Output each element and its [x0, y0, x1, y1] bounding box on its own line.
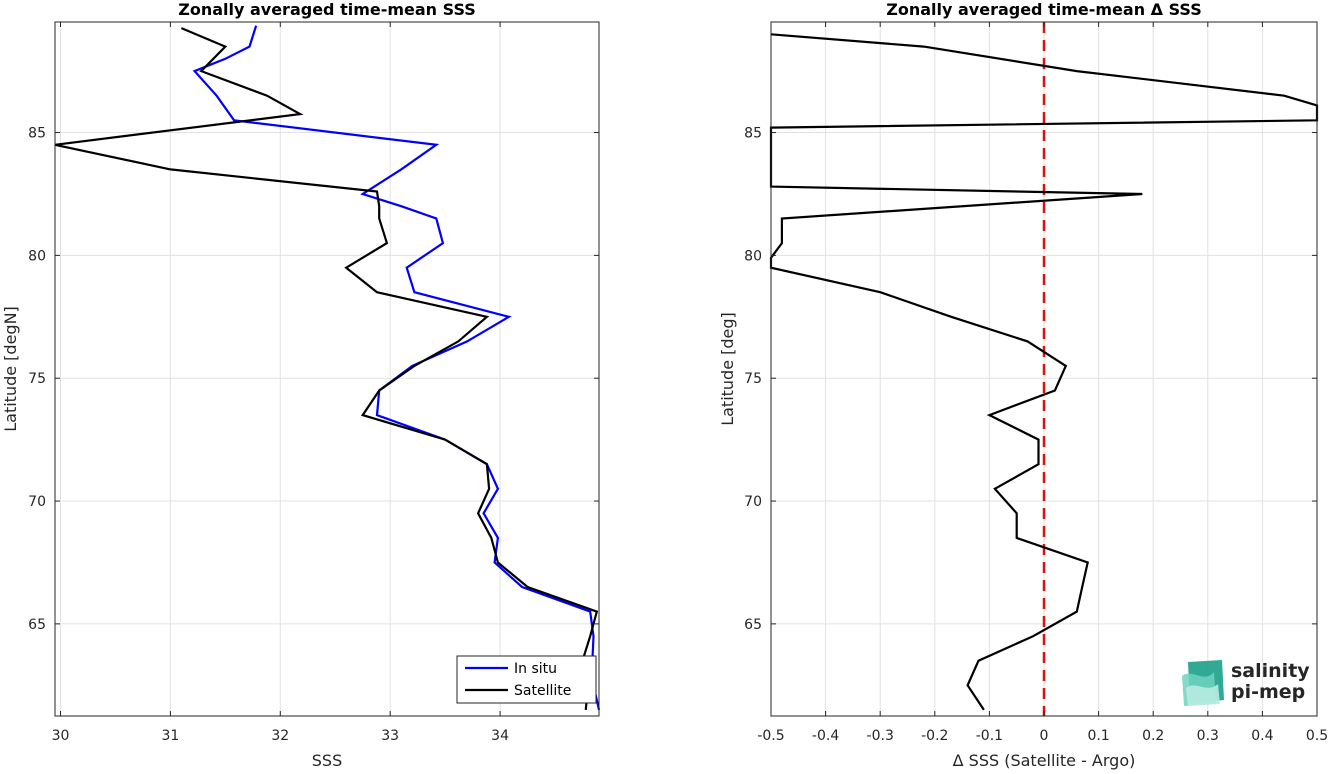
- series-line-satellite: [54, 27, 599, 710]
- y-tick-label: 75: [744, 371, 762, 387]
- logo-text-pi-mep: pi-mep: [1231, 681, 1305, 703]
- salinity-pi-mep-logo: salinity pi-mep: [1182, 660, 1310, 706]
- x-tick-label: 32: [271, 728, 289, 744]
- x-tick-label: -0.1: [976, 728, 1003, 744]
- x-axis-label: Δ SSS (Satellite - Argo): [953, 751, 1136, 770]
- x-tick-label: 0.5: [1306, 728, 1328, 744]
- y-axis-label: Latitude [degN]: [1, 306, 20, 432]
- x-tick-label: 33: [381, 728, 399, 744]
- legend-label-in-situ: In situ: [514, 661, 557, 677]
- x-tick-label: 0.2: [1142, 728, 1164, 744]
- y-axis-label: Latitude [deg]: [718, 312, 737, 426]
- chart-title: Zonally averaged time-mean SSS: [178, 0, 476, 19]
- axes-box: [54, 21, 600, 717]
- x-tick-label: -0.2: [921, 728, 948, 744]
- x-tick-label: 31: [161, 728, 179, 744]
- y-tick-label: 70: [744, 494, 762, 510]
- chart-title: Zonally averaged time-mean Δ SSS: [886, 0, 1202, 19]
- y-tick-label: 70: [28, 494, 46, 510]
- y-tick-label: 65: [28, 617, 46, 633]
- y-tick-label: 75: [28, 371, 46, 387]
- y-tick-label: 80: [744, 248, 762, 264]
- x-tick-label: 0.1: [1087, 728, 1109, 744]
- x-tick-label: 0: [1040, 728, 1049, 744]
- x-axis-label: SSS: [312, 751, 342, 770]
- y-tick-label: 85: [28, 126, 46, 142]
- y-tick-label: 85: [744, 126, 762, 142]
- x-tick-label: -0.5: [757, 728, 784, 744]
- legend-label-satellite: Satellite: [514, 683, 571, 699]
- x-tick-label: 34: [491, 728, 509, 744]
- y-tick-label: 80: [28, 248, 46, 264]
- x-tick-label: -0.3: [867, 728, 894, 744]
- logo-mark-icon: [1182, 660, 1224, 706]
- x-tick-label: 0.3: [1197, 728, 1219, 744]
- y-tick-label: 65: [744, 617, 762, 633]
- legend: In situ Satellite: [456, 655, 597, 704]
- legend-box: [456, 655, 597, 704]
- x-tick-label: -0.4: [812, 728, 839, 744]
- logo-text-salinity: salinity: [1231, 660, 1310, 682]
- left-chart-panel: 30 31 32 33 34 65 70 75 80 85 Zonally averaged tim…: [1, 0, 601, 770]
- plot-area: [55, 22, 599, 716]
- x-tick-label: 0.4: [1251, 728, 1273, 744]
- series-line-in-situ: [192, 25, 601, 711]
- right-chart-panel: -0.5 -0.4 -0.3 -0.2 -0.1 0 0.1 0.2 0.3 0.4 0.5 65 70…: [718, 0, 1328, 770]
- x-tick-label: 30: [52, 728, 70, 744]
